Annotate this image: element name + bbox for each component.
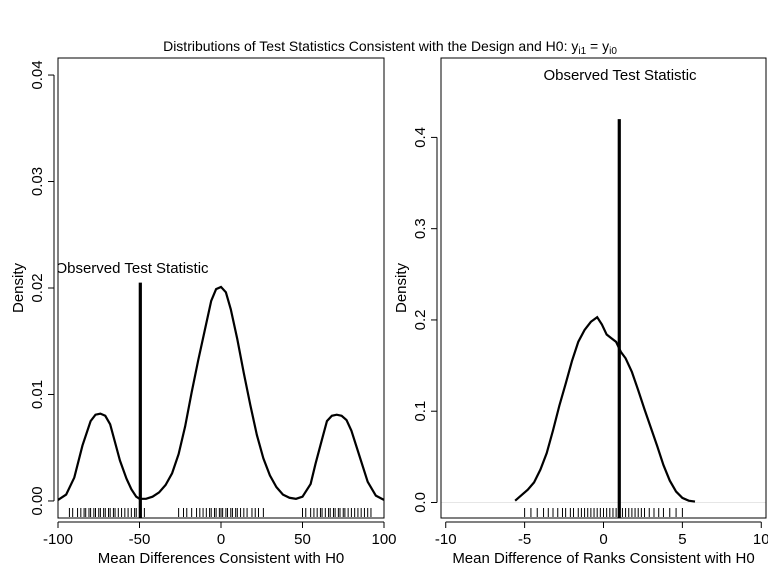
left-y-tick-label: 0.03 (29, 167, 46, 196)
right-plot-frame (440, 57, 767, 519)
figure-title-main: Distributions of Test Statistics Consist… (163, 38, 564, 54)
left-y-tick-label: 0.00 (29, 486, 46, 515)
right-y-tick-label: 0.0 (412, 492, 429, 513)
right-x-tick-label: 10 (753, 531, 768, 548)
right-y-tick-label: 0.1 (412, 401, 429, 422)
right-data-area (514, 315, 696, 517)
figure-title: Distributions of Test Statistics Consist… (163, 38, 617, 57)
right-x-tick-label: -10 (435, 531, 457, 548)
left-x-tick-label: -100 (43, 531, 73, 548)
right-x-tick-label: 0 (599, 531, 607, 548)
left-panel: -100 -50 0 50 100 0.00 0.01 0.02 0.03 0.04 Mean Di… (10, 57, 397, 567)
right-y-tick-label: 0.4 (412, 127, 429, 148)
right-y-tick-label: 0.2 (412, 310, 429, 331)
left-x-axis-label: Mean Differences Consistent with H0 (98, 550, 345, 567)
right-density-curve (514, 315, 696, 503)
right-x-tick-label: -5 (518, 531, 531, 548)
right-panel: -10 -5 0 5 10 0.0 0.1 0.2 0.3 0.4 Mean Difference … (393, 57, 768, 567)
figure-title-sep: : y (564, 38, 579, 54)
left-y-tick-label: 0.02 (29, 273, 46, 302)
left-x-tick-label: 50 (294, 531, 311, 548)
left-x-tick-label: -50 (129, 531, 151, 548)
left-plot-frame (57, 57, 385, 519)
left-data-area: Observed Test Statistic (55, 260, 384, 517)
right-x-axis-label: Mean Difference of Ranks Consistent with… (452, 550, 754, 567)
right-x-tick-label: 5 (678, 531, 686, 548)
left-y-tick-label: 0.04 (29, 60, 46, 89)
left-observed-label: Observed Test Statistic (55, 260, 209, 277)
left-density-curve (58, 285, 384, 501)
right-y-tick-label: 0.3 (412, 218, 429, 239)
right-observed-label: Observed Test Statistic (543, 67, 697, 84)
left-y-axis-label: Density (10, 262, 27, 313)
right-y-axis-label: Density (393, 262, 410, 313)
figure-title-sub1: i1 (578, 46, 586, 57)
left-y-tick-label: 0.01 (29, 380, 46, 409)
left-x-tick-label: 100 (371, 531, 396, 548)
left-x-tick-label: 0 (217, 531, 225, 548)
figure-title-sub2: i0 (609, 46, 617, 57)
figure-title-eq: = y (586, 38, 609, 54)
